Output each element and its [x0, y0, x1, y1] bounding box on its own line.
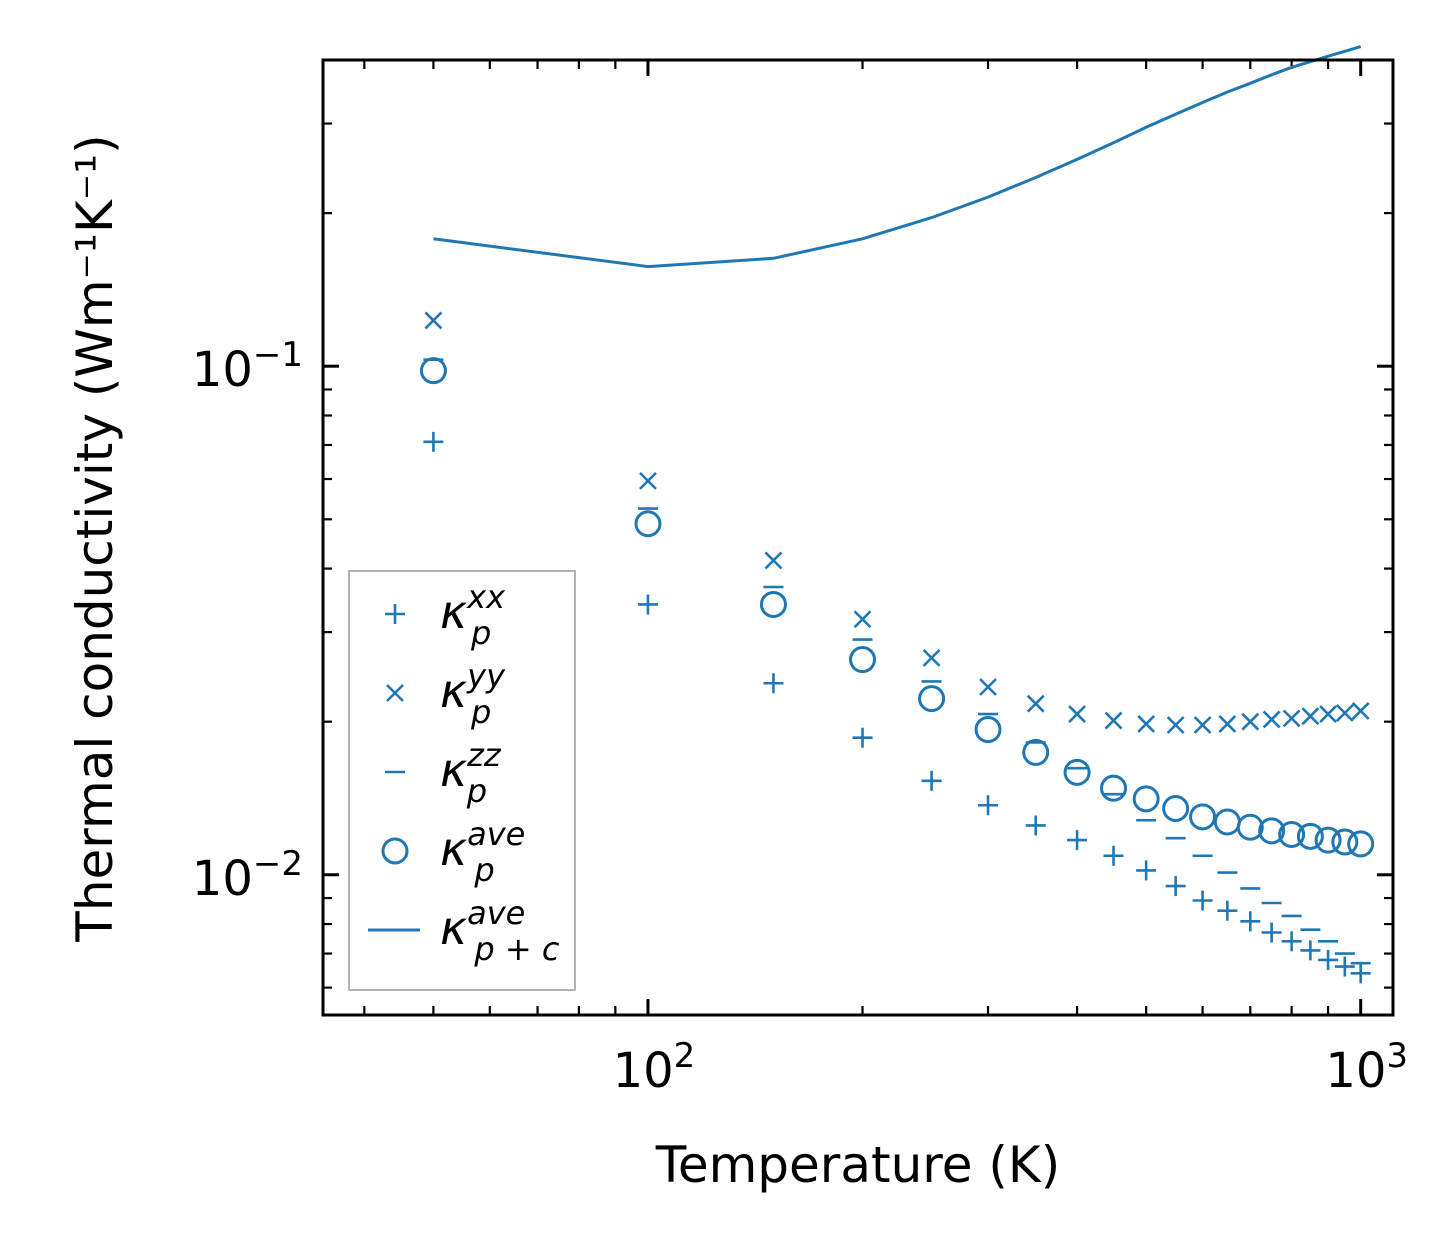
point-1-5: [979, 678, 997, 696]
legend-marker-1: [386, 684, 404, 702]
point-0-7: [1067, 830, 1088, 851]
point-1-9: [1137, 714, 1156, 733]
point-0-17: [1318, 949, 1339, 970]
point-3-0: [419, 357, 447, 385]
legend-entry-4: κave p + c: [368, 894, 560, 968]
point-1-11: [1193, 716, 1212, 734]
series-1: [424, 311, 1370, 734]
legend-label-4: κave p + c: [440, 894, 560, 968]
legend-label-0: κxx p: [440, 578, 506, 652]
point-0-1: [637, 594, 658, 615]
point-1-3: [853, 610, 872, 629]
point-3-14: [1258, 817, 1286, 845]
point-3-8: [1100, 774, 1128, 802]
legend-marker-0: [385, 604, 405, 624]
series-0: [423, 431, 1371, 984]
point-3-12: [1213, 808, 1241, 836]
x-axis-label: Temperature (K): [655, 1136, 1060, 1194]
point-0-0: [423, 431, 444, 452]
point-3-19: [1347, 830, 1375, 858]
series-4: [433, 45, 1362, 269]
point-3-1: [634, 510, 662, 538]
y-tick-label-0: 10−2: [192, 844, 303, 907]
legend-marker-3: [381, 837, 409, 865]
point-3-6: [1022, 738, 1050, 766]
legend-box: [348, 570, 576, 991]
point-0-6: [1025, 815, 1046, 836]
plot-area: [419, 45, 1375, 984]
point-0-18: [1334, 956, 1355, 977]
point-0-19: [1350, 963, 1371, 984]
legend-label-2: κzz p: [440, 736, 502, 810]
point-1-10: [1166, 716, 1185, 734]
point-0-10: [1165, 876, 1186, 897]
point-3-4: [918, 685, 946, 713]
point-1-19: [1351, 701, 1370, 720]
point-0-5: [978, 795, 999, 816]
tick-labels: 102 103 10−2 10−1: [192, 335, 1408, 1099]
point-1-12: [1218, 714, 1237, 733]
point-0-3: [852, 727, 873, 748]
point-3-16: [1296, 822, 1324, 850]
point-0-12: [1217, 900, 1238, 921]
point-1-14: [1262, 710, 1281, 729]
point-1-7: [1068, 705, 1086, 723]
point-3-17: [1314, 826, 1342, 854]
point-3-3: [849, 646, 877, 674]
point-3-2: [759, 590, 787, 618]
point-1-18: [1335, 704, 1354, 722]
point-1-1: [639, 471, 657, 490]
legend-label-3: κave p: [440, 815, 525, 889]
point-3-5: [974, 716, 1002, 744]
series-3: [419, 357, 1375, 858]
point-3-18: [1331, 828, 1359, 856]
point-1-2: [764, 551, 783, 570]
point-1-6: [1026, 694, 1045, 713]
y-tick-label-1: 10−1: [192, 335, 303, 398]
point-3-13: [1236, 813, 1264, 841]
point-1-8: [1104, 711, 1123, 730]
point-1-15: [1282, 709, 1301, 728]
legend-entry-3: κave p: [381, 815, 525, 889]
point-0-15: [1281, 931, 1302, 952]
legend-label-1: κyy p: [440, 657, 506, 731]
series-line-4: [433, 45, 1362, 269]
point-3-9: [1132, 785, 1160, 813]
axes-frame: [321, 58, 1395, 1017]
y-axis-label: Thermal conductivity (Wm⁻¹K⁻¹): [66, 134, 124, 942]
point-1-4: [922, 648, 941, 667]
point-0-8: [1103, 845, 1124, 866]
point-3-15: [1278, 821, 1306, 849]
legend-entry-2: κzz p: [385, 736, 502, 810]
point-0-4: [921, 770, 942, 791]
point-3-11: [1189, 803, 1217, 831]
x-tick-label-0: 102: [613, 1036, 696, 1099]
point-3-7: [1063, 758, 1091, 786]
point-1-17: [1319, 705, 1338, 723]
x-tick-label-1: 103: [1325, 1036, 1408, 1099]
point-0-16: [1300, 940, 1321, 961]
legend-entry-1: κyy p: [386, 657, 506, 731]
point-1-16: [1301, 707, 1320, 726]
point-0-11: [1192, 890, 1213, 911]
point-0-13: [1240, 911, 1261, 932]
point-3-10: [1162, 794, 1190, 822]
point-0-2: [763, 673, 784, 694]
point-0-14: [1261, 922, 1282, 943]
legend-entry-0: κxx p: [385, 578, 506, 652]
point-1-13: [1241, 712, 1260, 731]
point-1-0: [424, 311, 443, 330]
point-0-9: [1136, 860, 1157, 881]
